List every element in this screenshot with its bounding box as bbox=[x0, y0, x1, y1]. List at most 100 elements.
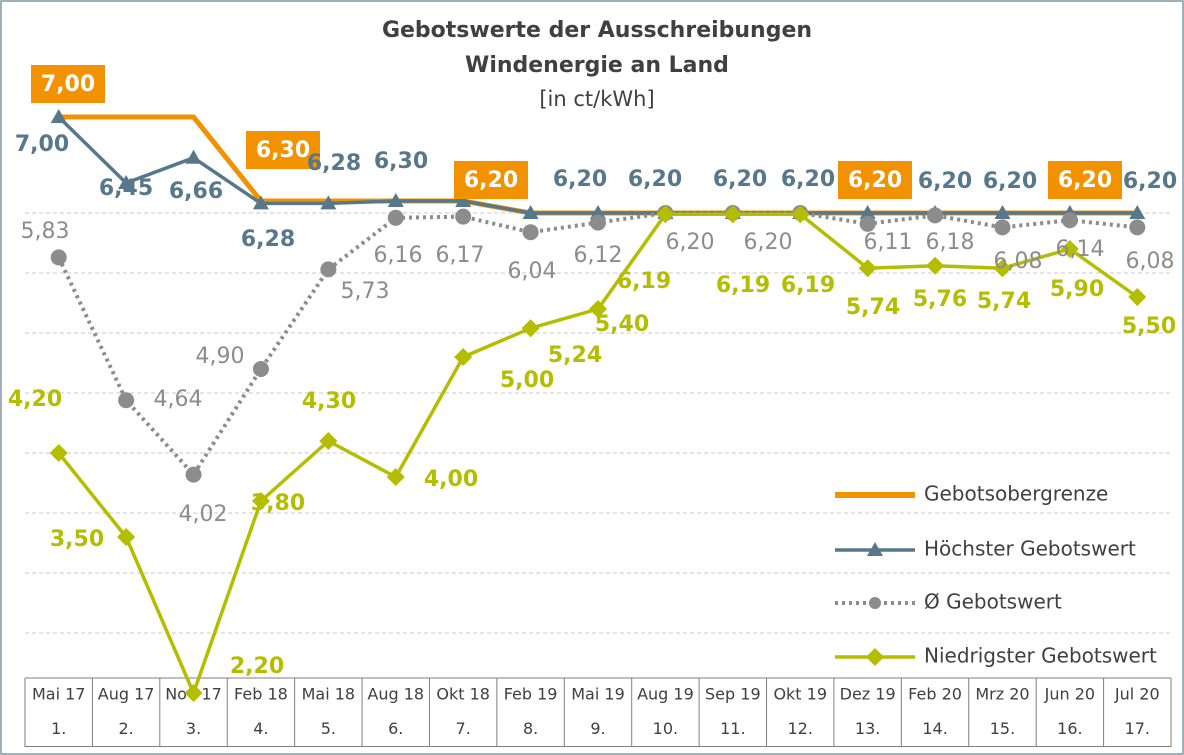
x-tick-label: 5. bbox=[321, 719, 336, 738]
data-label: 6,20 bbox=[1058, 168, 1112, 193]
data-label: 6,20 bbox=[848, 168, 902, 193]
x-tick-label: Feb 18 bbox=[234, 685, 288, 704]
x-tick-label: 4. bbox=[253, 719, 268, 738]
data-point bbox=[387, 209, 404, 226]
x-tick-label: Mai 18 bbox=[302, 685, 356, 704]
data-label: 5,74 bbox=[977, 289, 1031, 314]
data-label: 6,16 bbox=[374, 243, 423, 268]
data-label: 6,20 bbox=[553, 167, 607, 192]
data-point bbox=[590, 205, 606, 219]
data-point bbox=[858, 259, 877, 278]
chart-title: Windenergie an Land bbox=[465, 53, 729, 78]
chart-subtitle: [in ct/kWh] bbox=[539, 87, 654, 111]
x-tick-label: Feb 20 bbox=[908, 685, 962, 704]
data-label: 6,30 bbox=[256, 138, 310, 163]
label-box bbox=[31, 65, 105, 103]
x-tick-label: 15. bbox=[990, 719, 1015, 738]
data-label: 6,19 bbox=[716, 273, 770, 298]
data-label: 4,64 bbox=[154, 387, 203, 412]
data-point bbox=[590, 214, 606, 231]
data-label: 6,20 bbox=[781, 167, 835, 192]
data-point bbox=[49, 444, 68, 462]
x-tick-label: 13. bbox=[855, 719, 880, 738]
data-point bbox=[386, 468, 405, 486]
data-label: 4,02 bbox=[179, 502, 228, 527]
data-label: 3,80 bbox=[251, 491, 305, 516]
data-point bbox=[589, 300, 607, 318]
data-label: 4,90 bbox=[196, 344, 245, 369]
data-point bbox=[455, 193, 472, 207]
data-label: 6,04 bbox=[508, 259, 557, 284]
data-point bbox=[252, 361, 269, 377]
data-point bbox=[319, 432, 338, 450]
x-tick-label: 10. bbox=[653, 719, 678, 738]
x-tick-label: 12. bbox=[788, 719, 813, 738]
data-label: 7,00 bbox=[41, 72, 95, 97]
x-tick-label: 3. bbox=[186, 719, 201, 738]
data-point bbox=[1129, 219, 1146, 236]
data-point bbox=[1128, 288, 1147, 306]
x-tick-label: Sep 19 bbox=[705, 685, 761, 704]
data-point bbox=[723, 205, 742, 224]
data-point bbox=[454, 348, 473, 366]
x-tick-label: 2. bbox=[118, 719, 133, 738]
data-point bbox=[117, 528, 136, 546]
legend-label: Niedrigster Gebotswert bbox=[924, 644, 1157, 668]
data-point bbox=[252, 195, 269, 210]
data-point bbox=[522, 224, 539, 241]
x-tick-label: 11. bbox=[720, 719, 745, 738]
data-point bbox=[521, 319, 540, 338]
data-label: 5,76 bbox=[913, 287, 967, 312]
data-label: 6,20 bbox=[628, 167, 682, 192]
data-label: 6,19 bbox=[617, 269, 671, 294]
data-label: 6,11 bbox=[864, 230, 913, 255]
data-label: 7,00 bbox=[15, 132, 69, 157]
data-point bbox=[994, 205, 1011, 219]
x-tick-label: 16. bbox=[1057, 719, 1082, 738]
data-label: 6,30 bbox=[374, 149, 428, 174]
x-tick-label: Aug 18 bbox=[367, 685, 424, 704]
legend-label: Höchster Gebotswert bbox=[924, 537, 1136, 561]
data-point bbox=[1129, 205, 1146, 219]
data-label: 6,20 bbox=[918, 169, 972, 194]
data-label: 5,00 bbox=[500, 368, 554, 393]
data-point bbox=[1061, 212, 1078, 229]
x-tick-label: Mrz 20 bbox=[975, 685, 1029, 704]
data-label: 5,24 bbox=[548, 343, 602, 368]
data-point bbox=[1060, 240, 1079, 258]
legend-label: Gebotsobergrenze bbox=[924, 482, 1108, 506]
data-label: 6,20 bbox=[464, 168, 518, 193]
legend-marker bbox=[869, 597, 881, 609]
x-tick-label: 14. bbox=[922, 719, 947, 738]
data-point bbox=[994, 219, 1011, 236]
data-point bbox=[184, 684, 203, 702]
x-tick-label: 9. bbox=[590, 719, 605, 738]
data-label: 6,45 bbox=[99, 176, 153, 201]
legend-marker bbox=[866, 648, 884, 666]
data-label: 6,17 bbox=[436, 243, 485, 268]
data-label: 6,19 bbox=[781, 273, 835, 298]
data-point bbox=[993, 259, 1012, 278]
data-point bbox=[859, 205, 876, 219]
data-point bbox=[859, 215, 876, 232]
legend-label: Ø Gebotswert bbox=[924, 590, 1062, 614]
x-tick-label: Dez 19 bbox=[840, 685, 896, 704]
data-point bbox=[926, 256, 945, 275]
x-tick-label: 1. bbox=[51, 719, 66, 738]
data-label: 6,20 bbox=[666, 230, 715, 255]
data-label: 5,40 bbox=[595, 312, 649, 337]
data-label: 6,20 bbox=[744, 230, 793, 255]
data-point bbox=[387, 193, 404, 207]
data-point bbox=[320, 195, 337, 210]
chart-title: Gebotswerte der Ausschreibungen bbox=[382, 18, 812, 43]
x-tick-label: Jun 20 bbox=[1044, 685, 1095, 704]
data-label: 5,74 bbox=[846, 295, 900, 320]
data-label: 5,90 bbox=[1050, 277, 1104, 302]
data-point bbox=[118, 175, 135, 189]
data-label: 6,18 bbox=[926, 230, 975, 255]
x-tick-label: 7. bbox=[456, 719, 471, 738]
data-label: 6,66 bbox=[169, 179, 223, 204]
x-tick-label: Aug 19 bbox=[637, 685, 694, 704]
